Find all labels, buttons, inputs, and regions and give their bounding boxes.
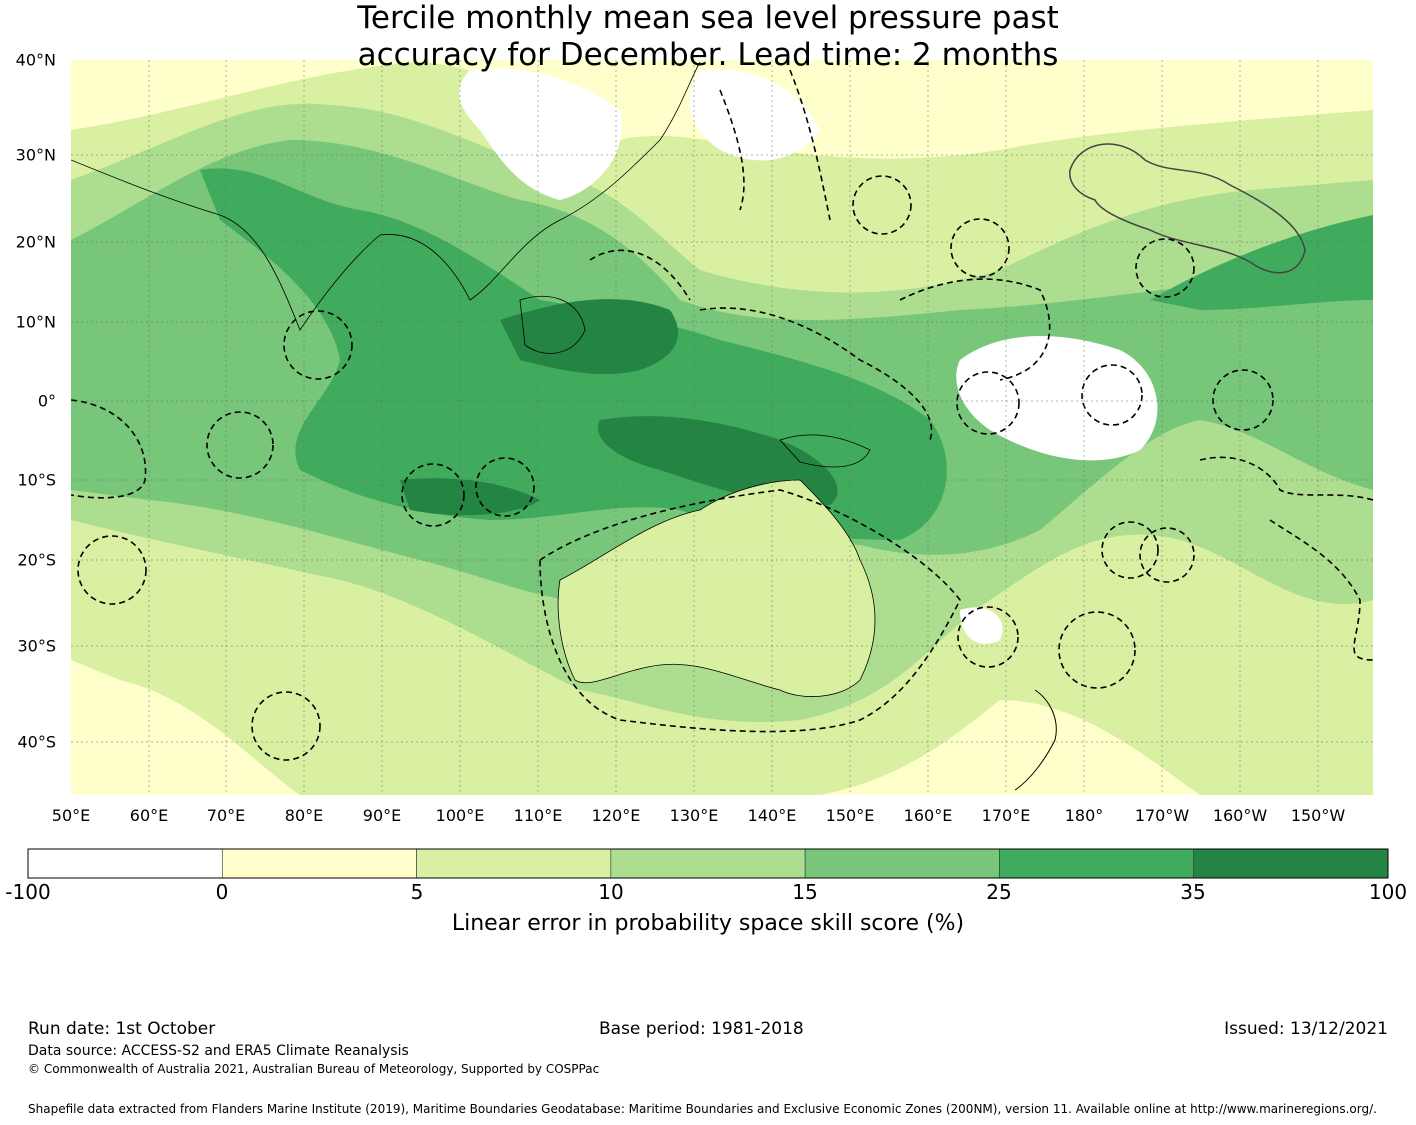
colorbar-tick: 100 (1368, 880, 1408, 904)
lat-label: 0° (37, 391, 56, 411)
skill-zone-negative (459, 68, 622, 200)
skill-zone-negative (956, 336, 1158, 461)
chart-title: Tercile monthly mean sea level pressure … (0, 0, 1416, 74)
lon-label: 160°E (903, 806, 953, 825)
data-source: Data source: ACCESS-S2 and ERA5 Climate … (28, 1043, 409, 1059)
lon-label: 120°E (591, 806, 641, 825)
colorbar-tick: 25 (986, 880, 1012, 904)
colorbar-tick: 15 (792, 880, 818, 904)
lat-label: 40°N (15, 50, 56, 70)
lon-label: 180° (1064, 806, 1104, 825)
lat-label: 10°S (17, 470, 56, 490)
lat-label: 20°S (17, 550, 56, 570)
colorbar-tick: 0 (215, 880, 229, 904)
lon-label: 90°E (362, 806, 402, 825)
colorbar-tick: -100 (5, 880, 51, 904)
gridlines (71, 60, 1373, 795)
hawaii-boundary (1069, 143, 1306, 274)
run-date: Run date: 1st October (28, 1019, 216, 1039)
colorbar-label: Linear error in probability space skill … (451, 911, 965, 936)
colorbar-tick: 5 (410, 880, 424, 904)
skill-zone-25-35 (1150, 215, 1373, 310)
lon-label: 150°W (1290, 806, 1346, 825)
lon-label: 100°E (435, 806, 485, 825)
lat-label: 30°N (15, 145, 56, 165)
lon-label: 130°E (669, 806, 719, 825)
map-field (71, 60, 1373, 795)
new-zealand (1014, 689, 1057, 791)
title-line-1: Tercile monthly mean sea level pressure … (357, 0, 1059, 36)
lat-label: 30°S (17, 636, 56, 656)
lon-label: 80°E (284, 806, 324, 825)
asia-coastline (71, 61, 701, 331)
lon-label: 110°E (513, 806, 563, 825)
lat-label: 10°N (15, 312, 56, 332)
lon-label: 160°W (1212, 806, 1268, 825)
lon-label: 60°E (129, 806, 169, 825)
skill-zone-negative (960, 607, 1003, 644)
colorbar-tick: 10 (598, 880, 624, 904)
borneo (519, 296, 586, 354)
issued-date: Issued: 13/12/2021 (1224, 1019, 1388, 1039)
skill-zone-35-100 (400, 478, 540, 516)
colorbar-tick: 35 (1180, 880, 1206, 904)
australia-landmass (557, 479, 876, 697)
lon-label: 170°W (1134, 806, 1190, 825)
skill-zone-35-100 (500, 299, 679, 375)
new-guinea (779, 434, 871, 468)
shapefile-credit: Shapefile data extracted from Flanders M… (28, 1102, 1377, 1116)
base-period: Base period: 1981-2018 (599, 1019, 804, 1039)
lon-label: 170°E (981, 806, 1031, 825)
lon-label: 140°E (747, 806, 797, 825)
lon-label: 50°E (51, 806, 91, 825)
lat-label: 40°S (17, 732, 56, 752)
title-line-2: accuracy for December. Lead time: 2 mont… (357, 37, 1059, 73)
lon-label: 150°E (825, 806, 875, 825)
lat-label: 20°N (15, 232, 56, 252)
lon-label: 70°E (206, 806, 246, 825)
copyright: © Commonwealth of Australia 2021, Austra… (28, 1062, 600, 1076)
eez-boundaries (71, 69, 1373, 761)
skill-zone-negative (689, 69, 820, 161)
